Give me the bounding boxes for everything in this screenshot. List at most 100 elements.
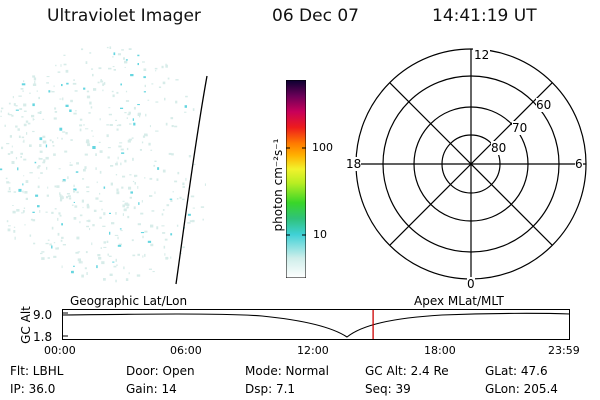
emission-pixel [134,174,138,177]
emission-pixel [60,196,63,200]
emission-pixel [62,180,66,183]
emission-pixel [132,180,135,183]
emission-pixel [154,67,158,70]
emission-pixel [61,265,63,269]
emission-pixel [54,107,57,110]
emission-pixel [32,118,34,121]
emission-pixel [84,166,87,170]
emission-pixel [58,212,61,215]
emission-pixel [29,172,33,174]
emission-pixel [55,247,59,250]
emission-pixel [33,77,37,81]
emission-pixel [132,157,134,161]
emission-pixel [59,194,62,197]
emission-pixel [134,182,136,185]
emission-pixel [42,161,46,164]
emission-pixel [122,200,125,202]
polar-diagonal-2 [389,82,553,246]
gc-alt-tick-low: 1.8 [33,330,53,344]
emission-pixel [39,158,43,160]
emission-pixel [167,77,170,80]
emission-pixel [32,211,35,213]
emission-pixel [21,83,26,86]
emission-pixel [121,152,125,154]
emission-pixel [23,175,25,177]
emission-pixel [92,146,96,149]
emission-pixel [101,261,105,265]
emission-pixel [12,210,16,214]
polar-grid [355,48,587,280]
emission-pixel [98,141,101,143]
emission-pixel [47,186,49,189]
emission-pixel [57,232,60,236]
emission-pixel [86,140,90,144]
emission-pixel [29,144,32,147]
emission-pixel [129,196,132,199]
emission-pixel [115,279,117,283]
emission-pixel [33,118,35,120]
emission-pixel [98,257,102,260]
emission-pixel [128,111,131,115]
emission-pixel [73,201,75,203]
emission-pixel [99,200,103,202]
emission-pixel [106,134,109,138]
emission-pixel [200,206,205,208]
emission-pixel [38,96,40,100]
emission-pixel [56,185,60,188]
emission-pixel [151,210,155,212]
emission-pixel [79,124,83,127]
emission-pixel [110,165,114,167]
emission-pixel [29,234,32,237]
emission-pixel [174,180,178,183]
emission-pixel [23,158,27,161]
emission-pixel [25,180,29,183]
emission-pixel [21,116,24,118]
emission-pixel [24,191,28,194]
gc-alt-tick-high: 9.0 [33,308,53,322]
emission-pixel [188,155,192,158]
emission-pixel [155,70,157,72]
emission-pixel [17,167,19,171]
emission-pixel [103,241,106,244]
emission-pixel [176,198,179,200]
emission-pixel [38,177,40,179]
emission-pixel [192,207,195,209]
emission-pixel [170,200,173,202]
emission-pixel [73,265,75,267]
time-tick-2359: 23:59 [548,344,580,357]
emission-pixel [144,133,148,136]
emission-pixel [86,220,88,222]
emission-pixel [1,107,4,110]
emission-pixel [59,192,61,195]
emission-pixel [77,251,81,253]
mlt-label-18: 18 [346,157,362,171]
emission-pixel [132,254,136,257]
emission-pixel [69,162,71,164]
emission-pixel [7,112,10,116]
emission-pixel [57,247,59,249]
emission-pixel [99,192,101,195]
emission-pixel [7,153,11,155]
emission-pixel [39,150,43,153]
emission-pixel [121,186,124,189]
emission-pixel [59,214,62,217]
emission-pixel [99,150,103,153]
emission-pixel [73,188,77,191]
emission-pixel [133,206,136,210]
gc-alt-axis-title: GC Alt [19,306,33,344]
emission-pixel [103,82,106,85]
emission-pixel [154,160,157,162]
emission-pixel [51,91,55,93]
emission-pixel [37,205,40,208]
emission-pixel [156,178,159,181]
emission-pixel [14,236,16,240]
emission-pixel [38,157,40,160]
emission-pixel [30,218,33,221]
emission-pixel [20,88,24,90]
emission-pixel [120,148,124,151]
emission-pixel [184,105,187,108]
emission-pixel [130,74,134,77]
emission-pixel [120,162,122,166]
emission-pixel [46,194,49,197]
emission-pixel [81,199,84,203]
